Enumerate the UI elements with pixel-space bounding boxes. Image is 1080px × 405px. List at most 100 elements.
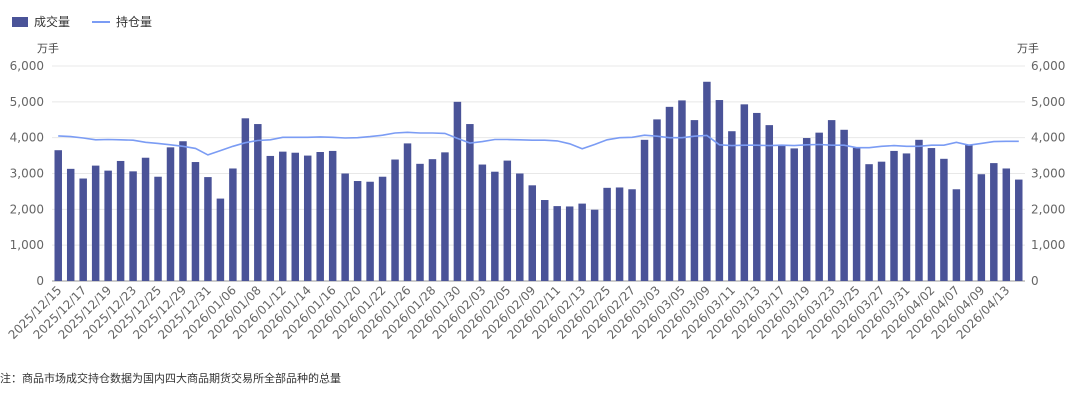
bar	[428, 159, 437, 281]
bar	[129, 171, 137, 281]
right-axis-unit: 万手	[1017, 42, 1039, 55]
bar	[216, 198, 225, 281]
y-tick-label-left: 2,000	[10, 202, 44, 216]
bar	[865, 164, 873, 281]
bar	[328, 150, 337, 281]
bar	[241, 118, 250, 281]
bar	[79, 178, 87, 281]
bar	[303, 155, 312, 281]
bar	[279, 151, 287, 281]
bar	[191, 162, 200, 281]
bar	[66, 168, 75, 281]
bar	[628, 189, 636, 281]
legend-label-open-interest: 持仓量	[116, 15, 153, 29]
bar	[366, 181, 374, 281]
bar	[790, 148, 798, 281]
bar	[466, 124, 474, 281]
bar	[179, 141, 187, 281]
y-tick-label-left: 4,000	[10, 131, 44, 145]
bar	[678, 100, 686, 282]
bar	[728, 131, 736, 281]
bar	[827, 120, 836, 281]
bar	[640, 139, 649, 281]
bar	[391, 159, 399, 281]
y-tick-label-right: 1,000	[1031, 238, 1065, 252]
bar	[590, 209, 599, 281]
bar	[229, 168, 237, 281]
footnote: 注：商品市场成交持仓数据为国内四大商品期货交易所全部品种的总量	[0, 372, 341, 385]
bar	[104, 170, 112, 281]
bar	[141, 157, 150, 281]
bar	[441, 152, 449, 281]
bar	[341, 173, 349, 281]
bar	[578, 203, 586, 281]
bar	[715, 100, 724, 282]
bar	[478, 164, 487, 281]
y-tick-label-right: 2,000	[1031, 202, 1065, 216]
bar	[378, 176, 387, 281]
open-interest-line	[58, 131, 1019, 156]
bar	[540, 200, 549, 281]
y-tick-label-right: 5,000	[1031, 95, 1065, 109]
bar	[915, 139, 923, 281]
bar	[778, 145, 786, 281]
bar	[1015, 179, 1023, 281]
bar	[952, 189, 961, 281]
bar	[266, 155, 275, 281]
bar	[615, 187, 624, 281]
bar	[653, 119, 661, 282]
bar	[877, 161, 886, 281]
bar	[204, 177, 212, 281]
bar	[940, 158, 948, 281]
bar	[553, 206, 561, 281]
bar	[166, 147, 175, 281]
bar	[353, 181, 362, 281]
y-tick-label-right: 3,000	[1031, 167, 1065, 181]
y-tick-label-right: 4,000	[1031, 131, 1065, 145]
bar	[1002, 168, 1011, 281]
bar	[254, 124, 262, 281]
bar	[503, 160, 512, 281]
bar	[765, 125, 774, 281]
bar	[416, 163, 424, 281]
bar	[990, 163, 998, 281]
bar	[116, 160, 125, 281]
y-tick-label-left: 3,000	[10, 167, 44, 181]
y-tick-label-left: 1,000	[10, 238, 44, 252]
bar	[703, 81, 711, 282]
bar	[491, 171, 499, 281]
bar	[815, 132, 823, 281]
bar	[291, 152, 299, 281]
bar	[902, 153, 911, 281]
bar	[927, 148, 936, 281]
bar	[965, 144, 973, 281]
y-tick-label-left: 6,000	[10, 59, 44, 73]
bar	[840, 129, 848, 281]
left-axis-unit: 万手	[37, 42, 59, 55]
legend-bar-swatch	[12, 16, 28, 27]
bar	[54, 150, 62, 281]
legend-line-swatch	[92, 20, 111, 23]
legend-label-volume: 成交量	[34, 15, 71, 29]
bar	[753, 112, 761, 281]
bar	[91, 165, 100, 281]
bar	[977, 174, 986, 281]
y-tick-label-left: 0	[36, 274, 44, 288]
legend-item-open-interest[interactable]: 持仓量	[92, 13, 152, 30]
bar	[528, 185, 537, 281]
plot-area: 0 0 1,000 1,000 2,000 2,000 3,000 3,000 4,000 4,0…	[6, 59, 1066, 342]
bar	[603, 187, 611, 281]
bar	[665, 106, 674, 281]
bar	[453, 101, 462, 281]
y-tick-label-right: 6,000	[1031, 59, 1065, 73]
legend-item-volume[interactable]: 成交量	[12, 13, 70, 30]
bar	[740, 104, 749, 281]
bar	[403, 143, 412, 281]
bar	[154, 176, 162, 281]
legend: 成交量 持仓量	[12, 13, 174, 30]
y-tick-label-right: 0	[1031, 274, 1039, 288]
bar	[690, 120, 699, 281]
bar	[890, 150, 898, 281]
bar	[516, 173, 524, 281]
